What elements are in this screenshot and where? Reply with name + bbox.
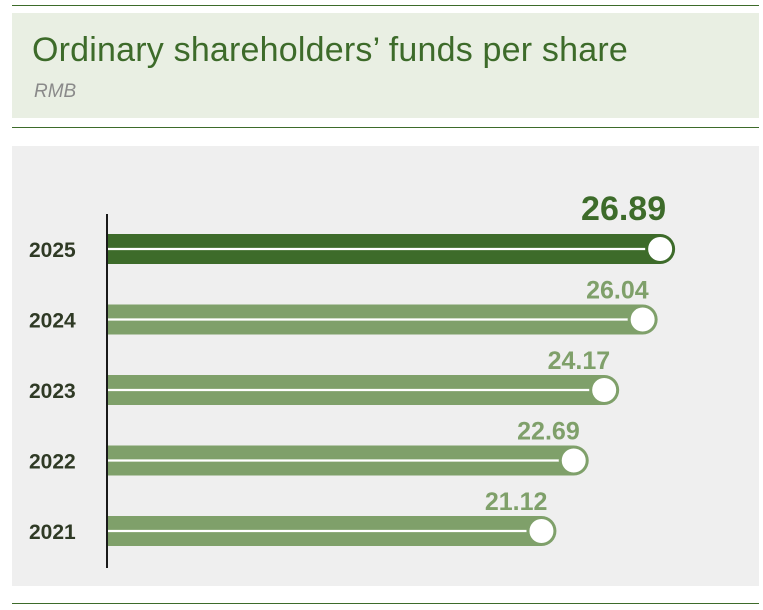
bar-cap-2023 [592, 378, 617, 402]
bar-cap-2022 [561, 448, 586, 473]
chart-title: Ordinary shareholders’ funds per share [32, 31, 628, 69]
header-bottom-rule [12, 127, 759, 128]
category-label-2024: 2024 [29, 310, 76, 333]
category-label-2021: 2021 [29, 521, 76, 544]
value-label-2023: 24.17 [548, 347, 611, 375]
category-label-2023: 2023 [29, 380, 76, 403]
value-label-2022: 22.69 [517, 418, 580, 446]
category-label-2025: 2025 [29, 239, 76, 262]
top-rule [12, 5, 759, 6]
bar-cap-2024 [630, 307, 655, 332]
chart-panel: 2025 26.89 2024 26.04 2023 24.17 2022 22.69 2021… [12, 146, 759, 586]
value-label-2025: 26.89 [581, 190, 666, 228]
bottom-rule [12, 603, 759, 604]
value-label-2024: 26.04 [586, 277, 649, 305]
bar-chart: 2025 26.89 2024 26.04 2023 24.17 2022 22.69 2021… [29, 190, 676, 568]
bar-cap-2025 [648, 237, 673, 261]
chart-unit: RMB [34, 81, 77, 102]
value-label-2021: 21.12 [485, 488, 548, 516]
bar-cap-2021 [529, 519, 554, 543]
category-label-2022: 2022 [29, 451, 76, 474]
chart-header: Ordinary shareholders’ funds per share R… [12, 13, 759, 118]
